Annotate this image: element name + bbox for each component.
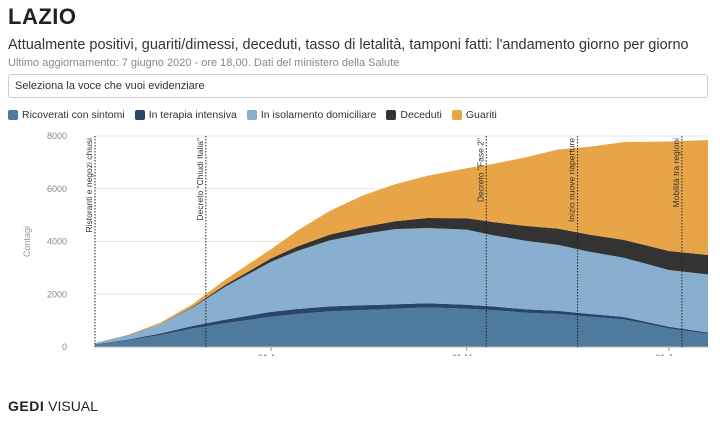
event-label: Decreto "Chiudi Italia" (195, 138, 205, 221)
y-tick-label: 4000 (47, 237, 67, 247)
legend-swatch (8, 110, 18, 120)
series-area (95, 307, 708, 347)
brand-name: GEDI (8, 398, 45, 414)
legend-label: Ricoverati con sintomi (22, 109, 125, 121)
legend-item[interactable]: In isolamento domiciliare (246, 109, 377, 121)
event-label: Mobilità tra regioni (671, 138, 681, 208)
x-tick-label: 01 May (452, 353, 482, 356)
chart-legend: Ricoverati con sintomi In terapia intensi… (8, 107, 497, 123)
y-axis-label: Contagi (22, 226, 32, 257)
legend-item[interactable]: Ricoverati con sintomi (8, 109, 125, 121)
y-tick-label: 0 (62, 342, 67, 352)
y-tick-label: 8000 (47, 131, 67, 141)
legend-item[interactable]: Guariti (451, 109, 497, 121)
series-area (95, 140, 708, 343)
y-tick-label: 6000 (47, 184, 67, 194)
update-note: Ultimo aggiornamento: 7 giugno 2020 - or… (8, 57, 400, 69)
legend-swatch (134, 110, 145, 120)
brand-logo: GEDI VISUAL (8, 398, 98, 414)
stacked-area-chart: 0 2000 4000 6000 8000 Contagi Ristoranti e neg… (22, 131, 708, 356)
highlight-selector-label: Seleziona la voce che vuoi evidenziare (15, 80, 205, 92)
brand-suffix: VISUAL (44, 398, 98, 414)
legend-swatch (246, 110, 257, 120)
legend-swatch (451, 110, 462, 120)
legend-label: Deceduti (400, 109, 442, 121)
legend-label: Guariti (465, 109, 497, 121)
event-label: Inizio nuove riaperture (567, 138, 577, 222)
page-title: LAZIO (8, 4, 77, 29)
event-label: Ristoranti e negozi chiusi (84, 138, 94, 233)
legend-item[interactable]: In terapia intensiva (134, 109, 237, 121)
event-label: Decreto "Fase 2" (475, 138, 485, 202)
highlight-selector[interactable]: Seleziona la voce che vuoi evidenziare (8, 74, 708, 98)
legend-item[interactable]: Deceduti (386, 109, 442, 121)
legend-label: In isolamento domiciliare (260, 109, 377, 121)
series-area (95, 228, 708, 345)
page-subtitle: Attualmente positivi, guariti/dimessi, d… (8, 37, 689, 53)
legend-swatch (386, 110, 397, 120)
series-area (95, 303, 708, 345)
x-tick-label: 01 Apr (258, 353, 284, 356)
y-tick-label: 2000 (47, 289, 67, 299)
legend-label: In terapia intensiva (148, 109, 237, 121)
x-tick-label: 01 Jun (655, 353, 682, 356)
